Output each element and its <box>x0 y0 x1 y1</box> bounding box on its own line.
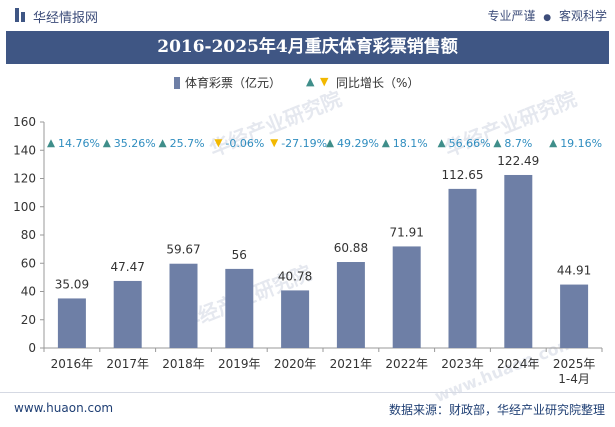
x-tick-label: 2023年 <box>441 357 484 371</box>
growth-up-marker <box>158 139 167 148</box>
bar <box>113 280 142 348</box>
footer-website: www.huaon.com <box>14 401 114 415</box>
x-tick-label: 2021年 <box>330 357 373 371</box>
x-tick-label: 2024年 <box>497 357 540 371</box>
bar-value-label: 35.09 <box>55 277 89 291</box>
bar-value-label: 47.47 <box>111 260 145 274</box>
bar <box>504 174 533 348</box>
chart-legend: 体育彩票（亿元） ▲ ▼ 同比增长（%） <box>0 72 615 92</box>
x-tick-label: 2025年 <box>553 357 596 371</box>
growth-down-marker <box>214 139 223 148</box>
growth-value-label: 49.29% <box>337 137 379 150</box>
legend-label-growth: 同比增长（%） <box>336 76 420 90</box>
growth-down-marker <box>270 139 279 148</box>
bar-value-label: 112.65 <box>442 168 484 182</box>
x-tick-label: 2018年 <box>162 357 205 371</box>
tagline-left: 专业严谨 <box>487 9 536 23</box>
growth-up-marker <box>326 139 334 148</box>
growth-value-label: -27.19% <box>281 137 327 150</box>
y-tick-label: 20 <box>21 313 36 327</box>
bar <box>225 268 254 348</box>
growth-value-label: 25.7% <box>170 137 205 150</box>
x-tick-label-line2: 1-4月 <box>558 372 590 386</box>
y-tick-label: 120 <box>13 172 36 186</box>
tagline: 专业严谨 ● 客观科学 <box>487 7 607 24</box>
x-tick-label: 2022年 <box>385 357 428 371</box>
legend-label-sales: 体育彩票（亿元） <box>185 76 282 90</box>
y-tick-label: 0 <box>28 341 36 355</box>
bar-value-label: 60.88 <box>334 241 368 255</box>
growth-up-marker <box>437 139 446 148</box>
growth-value-label: 35.26% <box>114 137 156 150</box>
x-tick-label: 2019年 <box>218 357 261 371</box>
y-tick-label: 80 <box>21 228 36 242</box>
bar <box>392 246 421 348</box>
x-tick-label: 2017年 <box>106 357 149 371</box>
bar-value-label: 44.91 <box>557 264 591 278</box>
tagline-separator-icon: ● <box>543 13 552 23</box>
bar <box>57 298 86 348</box>
tagline-right: 客观科学 <box>558 9 607 23</box>
y-tick-label: 60 <box>21 256 36 270</box>
bar <box>448 188 477 348</box>
bar <box>281 290 310 348</box>
brand-name: 华经情报网 <box>33 11 99 26</box>
growth-value-label: 56.66% <box>449 137 491 150</box>
growth-up-marker <box>47 139 55 148</box>
bar-value-label: 71.91 <box>390 225 424 239</box>
x-tick-label: 2016年 <box>51 357 94 371</box>
bar <box>560 284 589 348</box>
growth-up-marker <box>493 139 502 148</box>
growth-up-marker <box>549 139 558 148</box>
growth-value-label: 14.76% <box>58 137 100 150</box>
bar-value-label: 122.49 <box>497 154 539 168</box>
y-tick-label: 160 <box>13 115 36 129</box>
header-bar: 华经情报网 专业严谨 ● 客观科学 <box>0 0 615 30</box>
y-tick-label: 140 <box>13 143 36 157</box>
y-tick-label: 40 <box>21 285 36 299</box>
growth-value-label: 8.7% <box>504 137 532 150</box>
title-bar: 2016-2025年4月重庆体育彩票销售额 <box>6 31 609 64</box>
footer-source: 数据来源：财政部，华经产业研究院整理 <box>388 403 605 417</box>
growth-up-marker <box>102 139 111 148</box>
bar <box>336 262 365 348</box>
growth-up-marker <box>381 139 390 148</box>
footer-divider <box>0 392 615 393</box>
bar-value-label: 40.78 <box>278 269 312 283</box>
growth-value-label: -0.06% <box>225 137 264 150</box>
growth-value-label: 18.1% <box>393 137 428 150</box>
y-tick-label: 100 <box>13 200 36 214</box>
growth-value-label: 19.16% <box>560 137 602 150</box>
brand-logo-icon <box>15 8 25 22</box>
legend-up-triangle-icon: ▲ <box>306 75 315 88</box>
bar-value-label: 59.67 <box>166 243 200 257</box>
bar-value-label: 56 <box>232 248 247 262</box>
bar <box>169 263 198 348</box>
bar-chart: 0 20 40 60 80 100 120 140 160 35.09 2016年 14.76% 47.… <box>13 115 603 386</box>
chart-title: 2016-2025年4月重庆体育彩票销售额 <box>157 37 458 57</box>
legend-swatch-bar <box>174 77 180 89</box>
legend-down-triangle-icon: ▼ <box>320 75 329 88</box>
x-tick-label: 2020年 <box>274 357 317 371</box>
